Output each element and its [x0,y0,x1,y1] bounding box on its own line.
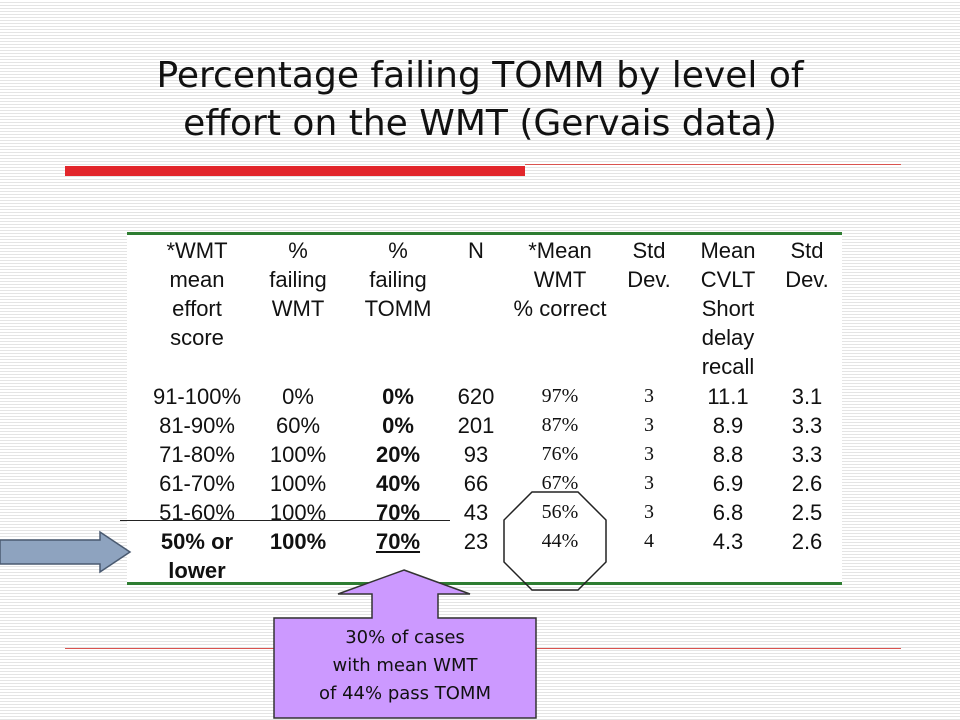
table-cell-effort: 50% or [160,529,234,554]
callout-line-3: of 44% pass TOMM [319,683,491,704]
callout-line-1: 30% of cases [345,627,465,648]
title-underline [525,164,901,165]
table-cell-failing-tomm: 70% [375,500,421,525]
table-cell-cvlt: 6.9 [712,471,744,496]
right-arrow-icon [0,530,132,574]
header-wmt-effort-score: *WMT mean effort score [166,238,228,350]
table-cell-failing-wmt: 100% [269,471,327,496]
table-bottom-rule [127,582,842,585]
table-cell-failing-tomm: 70% [375,529,421,554]
table-cell-cvlt: 11.1 [707,384,749,409]
table-cell-std-dev-1: 3 [644,385,654,407]
table-cell-effort: 91-100% [152,384,242,409]
table-cell-failing-wmt: 60% [275,413,321,438]
table-cell-std-dev-2: 2.6 [791,471,823,496]
table-cell-n: 201 [457,413,495,438]
table-cell-n: 66 [463,471,489,496]
highlight-row-line [120,520,450,521]
table-cell-std-dev-2: 3.1 [791,384,823,409]
table-cell-failing-wmt: 100% [269,442,327,467]
table-cell-cvlt: 8.9 [712,413,744,438]
table-cell-effort-continued: lower [168,558,226,583]
callout-up-arrow [273,569,537,719]
table-cell-effort: 81-90% [159,413,235,438]
results-table [127,232,842,586]
table-cell-n: 93 [463,442,489,467]
table-cell-std-dev-1: 3 [644,501,654,523]
table-cell-mean-wmt: 44% [541,530,579,552]
table-cell-std-dev-1: 3 [644,414,654,436]
header-n: N [468,238,484,263]
table-cell-mean-wmt: 97% [541,385,579,407]
table-cell-failing-wmt: 100% [269,529,327,554]
table-cell-std-dev-2: 2.6 [791,529,823,554]
title-accent-bar [65,166,525,176]
table-cell-n: 23 [463,529,489,554]
table-top-rule [127,232,842,235]
header-pct-failing-tomm: % failing TOMM [364,238,432,321]
table-cell-failing-tomm: 0% [382,413,414,438]
table-cell-mean-wmt: 76% [541,443,579,465]
slide-title: Percentage failing TOMM by level of effo… [40,52,920,148]
header-mean-wmt-pct-correct: *Mean WMT % correct [513,238,607,321]
table-cell-std-dev-1: 3 [644,472,654,494]
header-pct-failing-wmt: % failing WMT [269,238,327,321]
table-cell-failing-tomm: 40% [375,471,421,496]
table-cell-std-dev-1: 3 [644,443,654,465]
table-cell-mean-wmt: 87% [541,414,579,436]
table-cell-mean-wmt: 56% [541,501,579,523]
table-cell-failing-wmt: 100% [269,500,327,525]
table-cell-failing-tomm: 20% [375,442,421,467]
table-cell-std-dev-2: 3.3 [791,413,823,438]
header-mean-cvlt-short-delay-recall: Mean CVLT Short delay recall [700,238,756,379]
table-cell-n: 43 [463,500,489,525]
table-cell-effort: 51-60% [159,500,235,525]
table-cell-std-dev-2: 2.5 [791,500,823,525]
table-cell-failing-wmt: 0% [282,384,314,409]
table-cell-std-dev-2: 3.3 [791,442,823,467]
table-cell-effort: 71-80% [159,442,235,467]
callout-text: 30% of cases with mean WMT of 44% pass T… [276,624,534,708]
header-std-dev-2: Std Dev. [785,238,829,292]
table-cell-effort: 61-70% [159,471,235,496]
table-cell-std-dev-1: 4 [644,530,654,552]
table-cell-mean-wmt: 67% [541,472,579,494]
octagon-highlight [503,491,607,591]
table-cell-n: 620 [457,384,495,409]
slide-title-line-1: Percentage failing TOMM by level of [156,55,804,96]
table-cell-cvlt: 6.8 [712,500,744,525]
table-cell-failing-tomm: 0% [382,384,414,409]
header-std-dev-1: Std Dev. [627,238,671,292]
table-cell-cvlt: 8.8 [712,442,744,467]
slide-title-line-2: effort on the WMT (Gervais data) [183,103,777,144]
callout-line-2: with mean WMT [332,655,478,676]
table-cell-cvlt: 4.3 [712,529,744,554]
